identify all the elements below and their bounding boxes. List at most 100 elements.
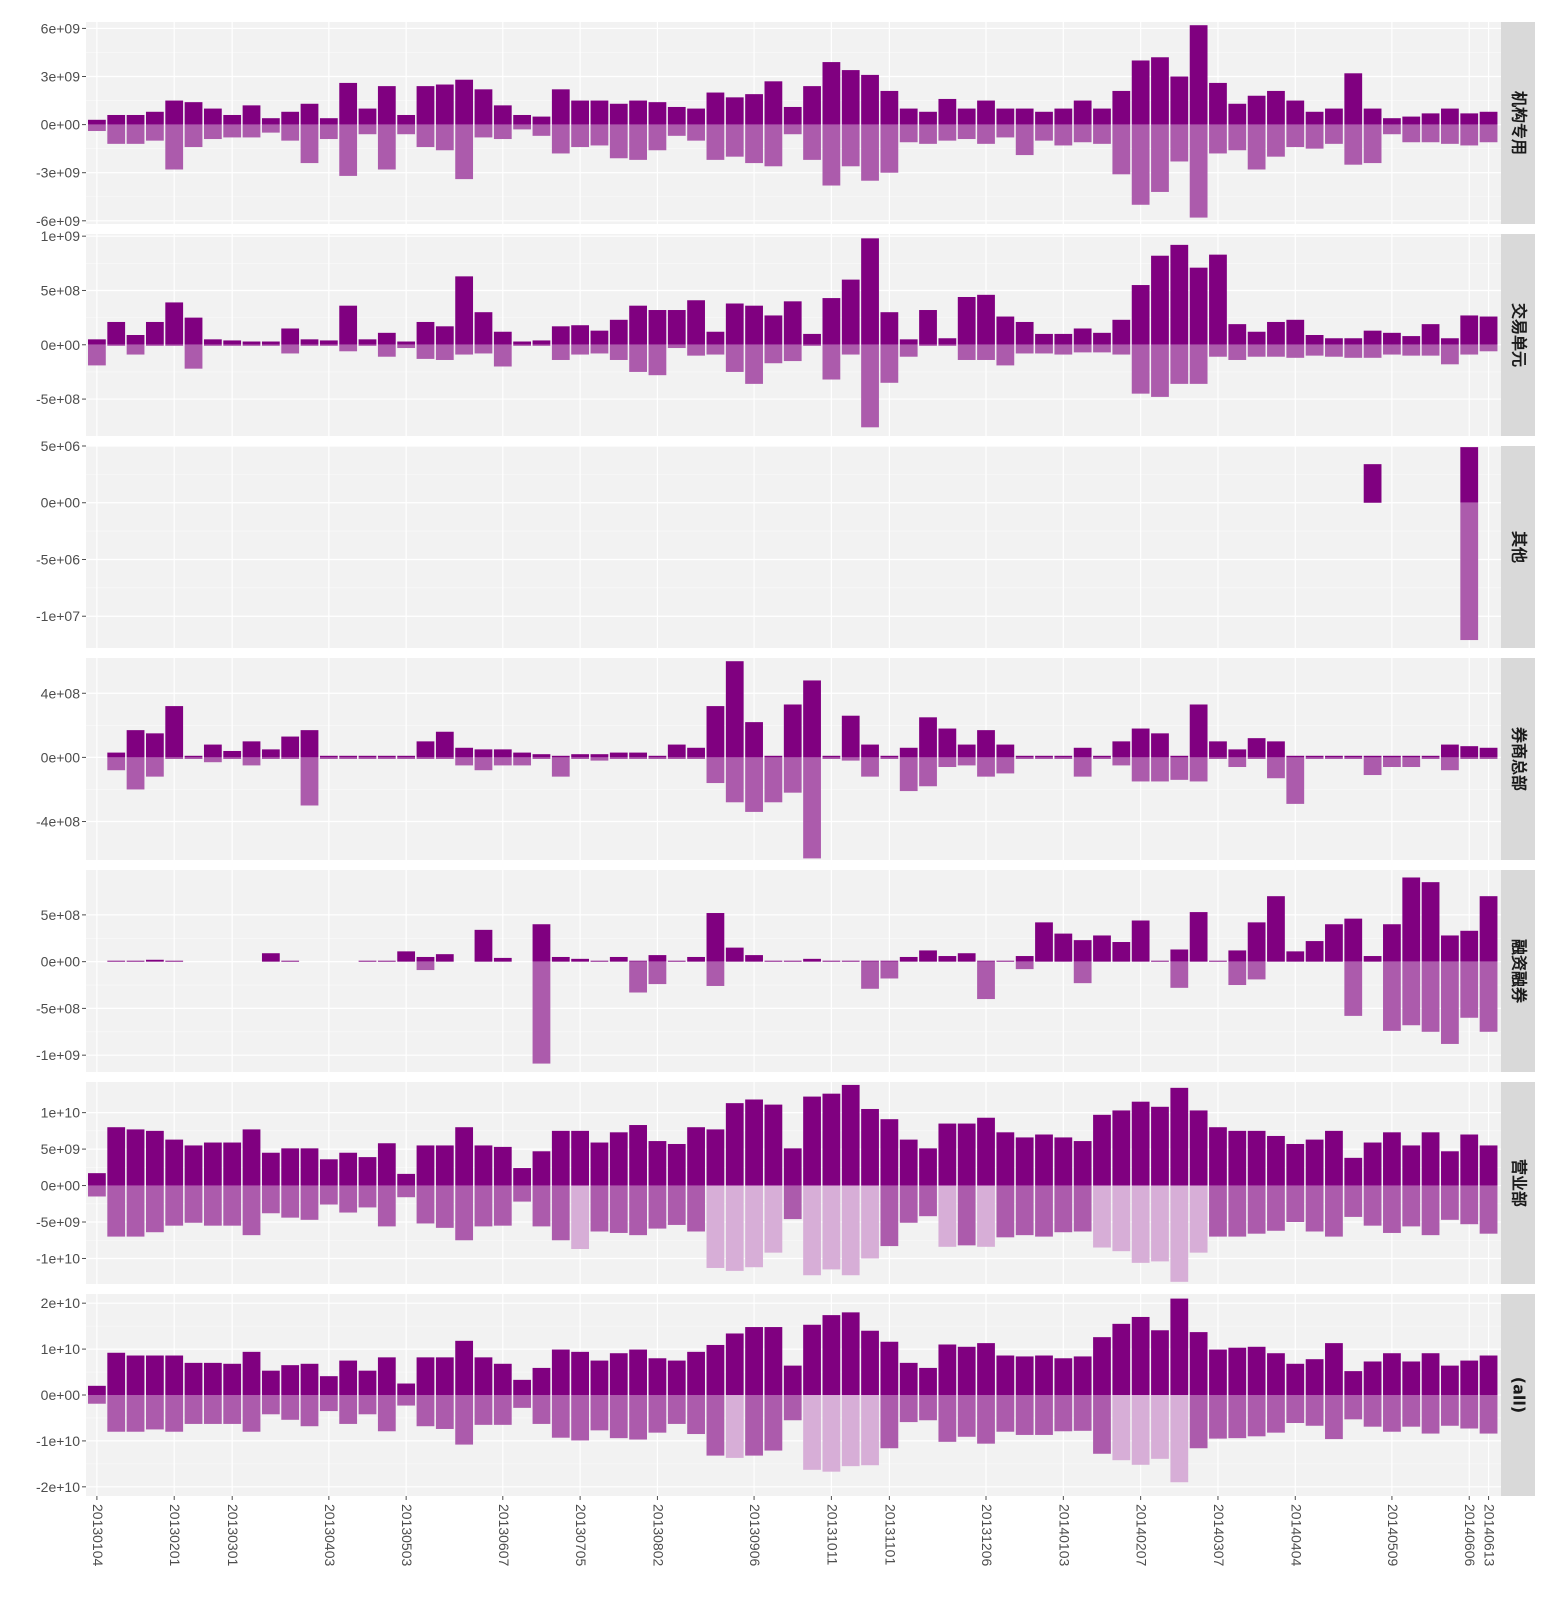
sell-bar: [1479, 124, 1498, 143]
sell-bar: [783, 757, 802, 793]
x-tick-label: 20140307: [1211, 1504, 1227, 1567]
sell-bar: [126, 344, 145, 355]
buy-bar: [300, 1148, 319, 1186]
sell-bar: [1460, 1185, 1479, 1225]
sell-bar: [1402, 124, 1421, 143]
sell-bar: [938, 124, 957, 141]
buy-bar: [145, 733, 164, 758]
sell-bar: [1131, 344, 1150, 394]
sell-bar: [358, 757, 377, 759]
buy-bar: [1151, 960, 1169, 962]
buy-bar: [822, 1315, 841, 1395]
buy-bar: [977, 730, 995, 758]
sell-bar: [1228, 757, 1247, 768]
sell-bar: [861, 344, 879, 428]
sell-bar: [648, 344, 667, 376]
sell-bar: [1460, 124, 1479, 146]
buy-bar: [1479, 111, 1498, 125]
buy-bar: [1441, 935, 1459, 962]
buy-bar: [107, 752, 126, 758]
sell-bar: [319, 757, 338, 759]
buy-bar: [648, 102, 667, 125]
buy-bar: [126, 1355, 145, 1395]
buy-bar: [242, 741, 261, 758]
sell-bar: [1247, 1395, 1266, 1437]
sell-bar: [1131, 124, 1150, 205]
sell-bar: [223, 124, 242, 138]
sell-bar: [1209, 1395, 1227, 1439]
buy-bar: [803, 680, 821, 758]
buy-bar: [1035, 1134, 1053, 1186]
sell-bar: [648, 757, 667, 759]
buy-bar: [1112, 319, 1131, 345]
sell-bar: [281, 1185, 300, 1218]
buy-bar: [609, 1353, 628, 1395]
buy-bar: [358, 755, 377, 758]
buy-bar: [764, 1104, 783, 1186]
sell-bar: [1228, 344, 1247, 360]
buy-bar: [571, 1130, 590, 1186]
sell-bar: [1421, 1395, 1440, 1434]
sell-bar: [319, 344, 338, 346]
buy-bar: [242, 1129, 261, 1186]
sell-bar: [184, 757, 203, 759]
buy-bar: [629, 960, 647, 962]
sell-bar: [107, 124, 126, 144]
sell-bar: [977, 757, 995, 777]
buy-bar: [880, 1119, 899, 1186]
buy-bar: [841, 1084, 860, 1186]
sell-bar: [1402, 757, 1421, 768]
sell-bar: [899, 124, 918, 143]
sell-bar: [513, 1395, 532, 1408]
sell-bar: [1112, 124, 1131, 175]
buy-bar: [725, 303, 744, 345]
buy-bar: [687, 1351, 705, 1395]
buy-bar: [1093, 108, 1111, 125]
sell-bar: [1267, 124, 1285, 157]
x-tick-label: 20130607: [496, 1504, 512, 1567]
buy-bar: [1035, 922, 1053, 962]
sell-bar: [880, 1395, 899, 1449]
sell-bar: [474, 757, 493, 771]
buy-bar: [899, 747, 918, 758]
buy-bar: [1267, 896, 1285, 962]
buy-bar: [1363, 956, 1382, 962]
sell-bar: [1035, 757, 1053, 759]
sell-bar: [1015, 757, 1034, 759]
y-tick-label: 4e+08: [41, 685, 81, 701]
buy-bar: [223, 114, 242, 125]
sell-bar: [803, 757, 821, 859]
sell-bar: [435, 1395, 454, 1429]
buy-bar: [957, 1346, 976, 1395]
buy-bar: [493, 1146, 512, 1186]
buy-bar: [861, 238, 879, 345]
sell-bar: [1421, 757, 1440, 759]
buy-bar: [745, 1327, 763, 1395]
buy-bar: [977, 1117, 995, 1186]
buy-bar: [1479, 1145, 1498, 1186]
sell-bar: [126, 757, 145, 790]
sell-bar: [1460, 344, 1479, 355]
sell-bar: [687, 124, 705, 141]
buy-bar: [300, 730, 319, 758]
sell-bar: [725, 757, 744, 803]
sell-bar: [300, 1185, 319, 1220]
buy-bar: [1421, 1132, 1440, 1186]
buy-bar: [1305, 941, 1324, 962]
buy-bar: [1267, 1135, 1285, 1186]
sell-bar: [1479, 344, 1498, 352]
buy-bar: [996, 1132, 1015, 1186]
buy-bar: [1015, 108, 1034, 125]
sell-bar: [145, 1395, 164, 1430]
sell-bar: [532, 1395, 551, 1424]
sell-bar: [667, 124, 686, 136]
buy-bar: [1460, 1360, 1479, 1395]
buy-bar: [416, 1145, 435, 1186]
buy-bar: [764, 960, 783, 962]
buy-bar: [165, 706, 184, 758]
buy-bar: [1479, 1355, 1498, 1395]
buy-bar: [107, 1127, 126, 1186]
buy-bar: [1054, 108, 1073, 125]
sell-bar: [107, 757, 126, 771]
sell-bar: [223, 757, 242, 759]
